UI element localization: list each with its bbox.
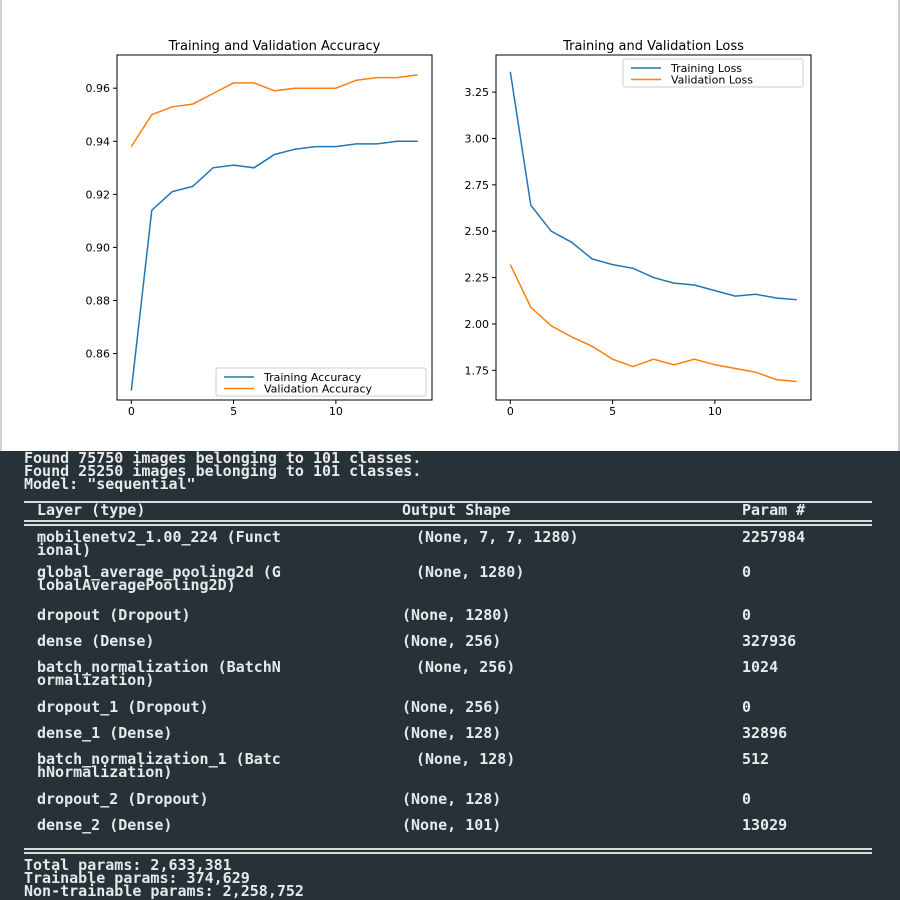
- param-count-cell: 327936: [742, 632, 797, 650]
- legend-label: Validation Accuracy: [264, 383, 373, 396]
- output-shape-cell: (None, 1280): [416, 563, 525, 581]
- output-shape-cell: (None, 128): [416, 750, 516, 768]
- param-count-cell: 2257984: [742, 528, 806, 546]
- param-count-cell: 0: [742, 606, 752, 624]
- y-tick-label: 0.96: [86, 82, 111, 95]
- series-line: [509, 264, 797, 383]
- y-tick-label: 0.86: [86, 348, 111, 361]
- series-line: [509, 71, 797, 301]
- x-tick-label: 0: [128, 405, 135, 418]
- param-count-cell: 0: [742, 563, 752, 581]
- param-count-cell: 1024: [742, 658, 779, 676]
- header-layer: Layer (type): [37, 501, 146, 519]
- param-count-cell: 0: [742, 698, 752, 716]
- legend-box: [622, 58, 804, 88]
- summary-header-divider-1: [24, 520, 872, 522]
- x-tick-label: 5: [230, 405, 237, 418]
- summary-top-divider: [24, 501, 872, 503]
- y-tick-label: 2.75: [465, 179, 490, 192]
- plot-frame: [495, 54, 812, 401]
- series-line: [130, 140, 418, 391]
- layer-name-cell: mobilenetv2_1.00_224 (Funct ional): [37, 528, 281, 559]
- found-line-val: Found 25250 images belonging to 101 clas…: [24, 462, 422, 480]
- param-count-cell: 512: [742, 750, 770, 768]
- output-shape-cell: (None, 101): [402, 816, 502, 834]
- summary-bottom-divider-1: [24, 848, 872, 850]
- header-param: Param #: [742, 501, 806, 519]
- chart-title: Training and Validation Accuracy: [168, 39, 381, 54]
- model-name-line: Model: "sequential": [24, 475, 196, 493]
- summary-header-divider-2: [24, 524, 872, 526]
- y-tick-label: 3.00: [465, 132, 490, 145]
- layer-name-cell: dense_1 (Dense): [37, 724, 173, 742]
- plot-output-area: Training and Validation Accuracy 0 5 10 0.86…: [0, 0, 900, 451]
- legend-box: [215, 367, 427, 397]
- x-tick-label: 10: [329, 405, 343, 418]
- trainable-params: Trainable params: 374,629: [24, 869, 250, 887]
- y-tick-label: 0.94: [86, 135, 111, 148]
- layer-name-cell: dropout_2 (Dropout): [37, 790, 209, 808]
- layer-name-cell: global_average_pooling2d (G lobalAverage…: [37, 563, 281, 594]
- chart-title: Training and Validation Loss: [562, 39, 744, 54]
- layer-name-cell: batch_normalization_1 (Batc hNormalizati…: [37, 750, 281, 781]
- output-shape-cell: (None, 128): [402, 724, 502, 742]
- output-shape-cell: (None, 256): [402, 698, 502, 716]
- summary-bottom-divider-2: [24, 852, 872, 854]
- param-count-cell: 0: [742, 790, 752, 808]
- found-line-train: Found 75750 images belonging to 101 clas…: [24, 449, 422, 467]
- layer-name-cell: dense_2 (Dense): [37, 816, 173, 834]
- y-tick-label: 3.25: [465, 86, 490, 99]
- y-tick-label: 2.50: [465, 225, 490, 238]
- y-tick-label: 2.00: [465, 318, 490, 331]
- series-line: [130, 74, 418, 148]
- y-tick-label: 0.88: [86, 294, 111, 307]
- non-trainable-params: Non-trainable params: 2,258,752: [24, 882, 304, 900]
- console-output: Found 75750 images belonging to 101 clas…: [0, 451, 900, 900]
- param-count-cell: 13029: [742, 816, 788, 834]
- legend-label: Training Accuracy: [263, 371, 362, 384]
- layer-name-cell: dropout (Dropout): [37, 606, 191, 624]
- y-tick-label: 2.25: [465, 272, 490, 285]
- output-shape-cell: (None, 7, 7, 1280): [416, 528, 579, 546]
- y-tick-label: 0.92: [86, 188, 111, 201]
- output-shape-cell: (None, 1280): [402, 606, 511, 624]
- output-shape-cell: (None, 128): [402, 790, 502, 808]
- output-shape-cell: (None, 256): [402, 632, 502, 650]
- training-charts-figure: Training and Validation Accuracy 0 5 10 0.86…: [86, 39, 812, 418]
- plot-frame: [116, 54, 433, 401]
- y-tick-label: 0.90: [86, 241, 111, 254]
- legend-label: Training Loss: [670, 62, 742, 75]
- layer-name-cell: batch_normalization (BatchN ormalization…: [37, 658, 281, 689]
- param-count-cell: 32896: [742, 724, 788, 742]
- legend-label: Validation Loss: [671, 74, 753, 87]
- output-shape-cell: (None, 256): [416, 658, 516, 676]
- header-output-shape: Output Shape: [402, 501, 511, 519]
- total-params: Total params: 2,633,381: [24, 856, 232, 874]
- x-tick-label: 10: [708, 405, 722, 418]
- layer-name-cell: dropout_1 (Dropout): [37, 698, 209, 716]
- y-tick-label: 1.75: [465, 364, 490, 377]
- x-tick-label: 0: [507, 405, 514, 418]
- x-tick-label: 5: [609, 405, 616, 418]
- layer-name-cell: dense (Dense): [37, 632, 155, 650]
